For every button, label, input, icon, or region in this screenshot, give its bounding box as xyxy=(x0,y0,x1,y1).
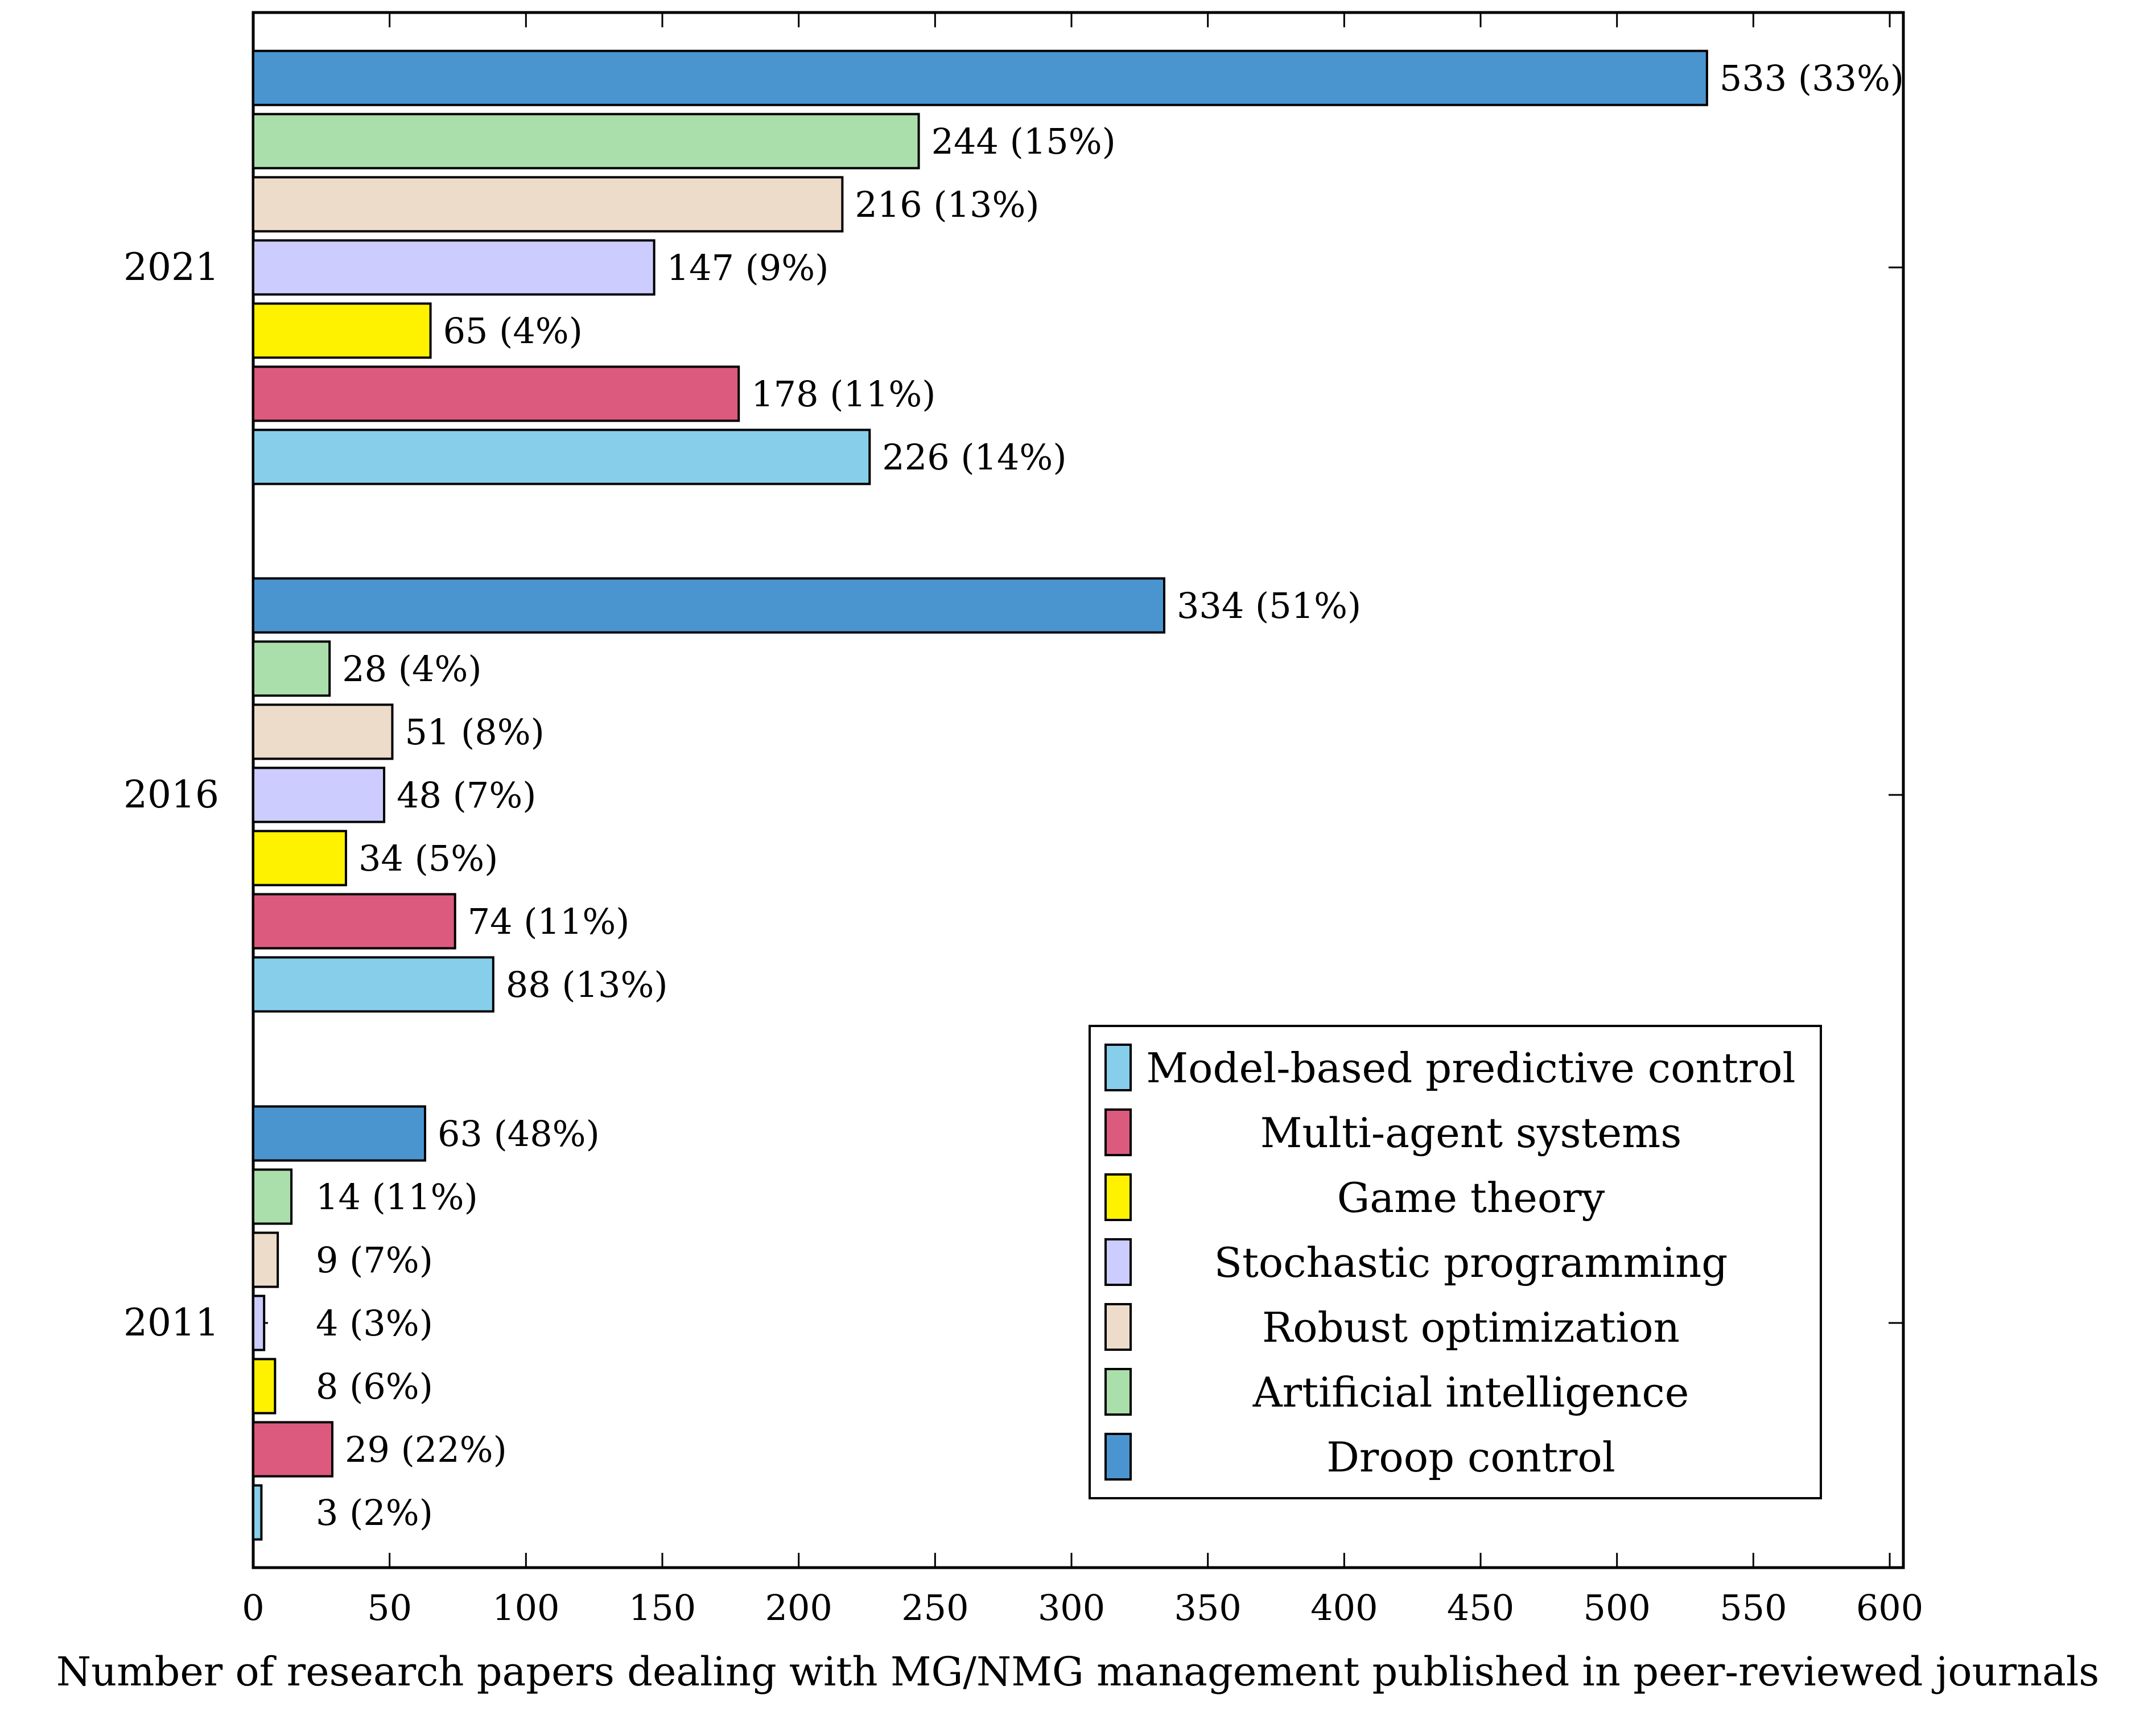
legend-box xyxy=(1089,1025,1822,1499)
y-category-label: 2011 xyxy=(123,1301,219,1345)
bar-value-label: 29 (22%) xyxy=(345,1429,507,1470)
bar[interactable] xyxy=(252,113,920,170)
legend-swatch xyxy=(1104,1044,1132,1091)
bar[interactable] xyxy=(252,956,494,1013)
legend-swatch xyxy=(1104,1433,1132,1481)
bar-value-label: 147 (9%) xyxy=(667,247,829,288)
legend-label: Droop control xyxy=(1326,1433,1615,1481)
bar[interactable] xyxy=(252,1168,293,1225)
legend-label: Robust optimization xyxy=(1262,1304,1680,1351)
bar[interactable] xyxy=(252,640,331,697)
bar[interactable] xyxy=(252,703,394,760)
bar-value-label: 74 (11%) xyxy=(468,901,630,942)
x-tick-label: 600 xyxy=(1856,1587,1923,1629)
x-tick-label: 300 xyxy=(1038,1587,1105,1629)
x-tick-label: 0 xyxy=(242,1587,264,1629)
bar[interactable] xyxy=(252,1358,277,1415)
bar-value-label: 34 (5%) xyxy=(358,838,498,879)
bar-value-label: 226 (14%) xyxy=(882,436,1066,478)
bar-value-label: 3 (2%) xyxy=(316,1492,433,1533)
bar[interactable] xyxy=(252,1295,266,1351)
legend-label: Stochastic programming xyxy=(1214,1239,1728,1287)
bar-value-label: 88 (13%) xyxy=(506,964,668,1005)
bar[interactable] xyxy=(252,1421,334,1478)
legend-swatch xyxy=(1104,1303,1132,1351)
bar[interactable] xyxy=(252,176,844,233)
bar-value-label: 63 (48%) xyxy=(438,1113,600,1155)
bar-value-label: 178 (11%) xyxy=(751,373,935,415)
legend-swatch xyxy=(1104,1173,1132,1221)
x-tick-label: 150 xyxy=(629,1587,696,1629)
legend-label: Multi-agent systems xyxy=(1260,1109,1682,1157)
bar[interactable] xyxy=(252,1105,426,1162)
bar-value-label: 533 (33%) xyxy=(1720,57,1904,99)
bar-value-label: 48 (7%) xyxy=(397,774,536,816)
bar-value-label: 9 (7%) xyxy=(316,1239,433,1281)
legend-swatch xyxy=(1104,1368,1132,1416)
x-tick-label: 50 xyxy=(367,1587,412,1629)
x-tick-label: 400 xyxy=(1310,1587,1378,1629)
x-tick-label: 100 xyxy=(492,1587,559,1629)
bar-value-label: 334 (51%) xyxy=(1177,585,1361,626)
x-tick-label: 450 xyxy=(1447,1587,1514,1629)
bar-value-label: 28 (4%) xyxy=(342,648,481,690)
bar[interactable] xyxy=(252,1484,263,1541)
bar-value-label: 8 (6%) xyxy=(316,1366,433,1407)
legend-label: Artificial intelligence xyxy=(1252,1368,1689,1416)
y-category-label: 2016 xyxy=(123,773,219,817)
bar[interactable] xyxy=(252,239,656,296)
bar[interactable] xyxy=(252,50,1708,106)
bar-value-label: 244 (15%) xyxy=(931,121,1116,162)
legend-swatch xyxy=(1104,1108,1132,1156)
bar[interactable] xyxy=(252,428,871,485)
bar[interactable] xyxy=(252,577,1165,634)
y-category-label: 2021 xyxy=(123,245,219,289)
legend-label: Model-based predictive control xyxy=(1146,1044,1795,1092)
bar[interactable] xyxy=(252,1231,279,1288)
legend-swatch xyxy=(1104,1238,1132,1286)
bar[interactable] xyxy=(252,830,347,887)
bar-value-label: 51 (8%) xyxy=(405,711,544,753)
bar[interactable] xyxy=(252,766,386,823)
bar[interactable] xyxy=(252,893,456,950)
x-tick-label: 550 xyxy=(1720,1587,1787,1629)
bar-value-label: 65 (4%) xyxy=(443,310,583,352)
x-tick-label: 200 xyxy=(765,1587,832,1629)
bar[interactable] xyxy=(252,365,740,422)
x-tick-label: 350 xyxy=(1174,1587,1242,1629)
legend-label: Game theory xyxy=(1337,1174,1605,1222)
x-tick-label: 500 xyxy=(1584,1587,1651,1629)
bar-value-label: 14 (11%) xyxy=(316,1176,478,1218)
x-axis-title: Number of research papers dealing with M… xyxy=(56,1648,2099,1695)
bar[interactable] xyxy=(252,302,432,359)
x-tick-label: 250 xyxy=(901,1587,968,1629)
bar-value-label: 4 (3%) xyxy=(316,1302,433,1344)
bar-value-label: 216 (13%) xyxy=(855,184,1039,225)
